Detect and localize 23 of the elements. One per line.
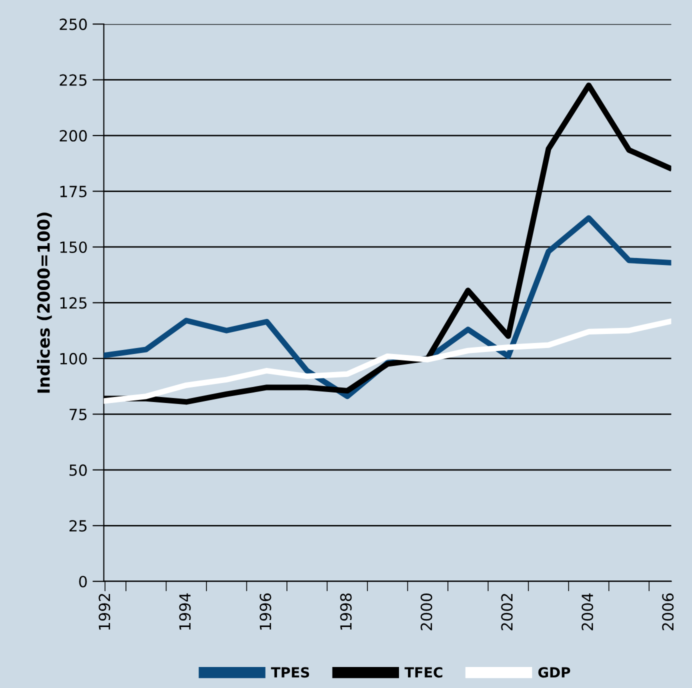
x-tick-label: 1994 [179,593,191,630]
y-tick-label: 50 [70,464,87,476]
y-tick-label: 125 [60,297,86,309]
legend-label: GDP [538,667,570,678]
x-tick-label: 1998 [340,594,352,630]
legend-label: TFEC [404,667,442,678]
y-tick-label: 175 [60,186,86,198]
y-tick-label: 100 [60,352,87,364]
y-tick-label: 150 [60,241,87,254]
y-tick-label: 200 [60,130,87,142]
legend-label: TPES [271,667,310,678]
x-tick-label: 2006 [662,593,674,630]
x-tick-label: 2004 [582,593,594,630]
x-tick-label: 2000 [420,593,432,630]
x-tick-label: 1996 [260,593,272,630]
y-tick-label: 0 [79,576,87,588]
x-tick-label: 2002 [501,594,513,630]
y-tick-label: 75 [70,408,86,420]
x-tick-label: 1992 [98,594,110,630]
y-tick-label: 250 [60,18,87,30]
y-tick-label: 225 [60,74,86,86]
y-axis-title: Indices (2000=100) [36,212,52,393]
y-tick-label: 25 [70,520,86,532]
